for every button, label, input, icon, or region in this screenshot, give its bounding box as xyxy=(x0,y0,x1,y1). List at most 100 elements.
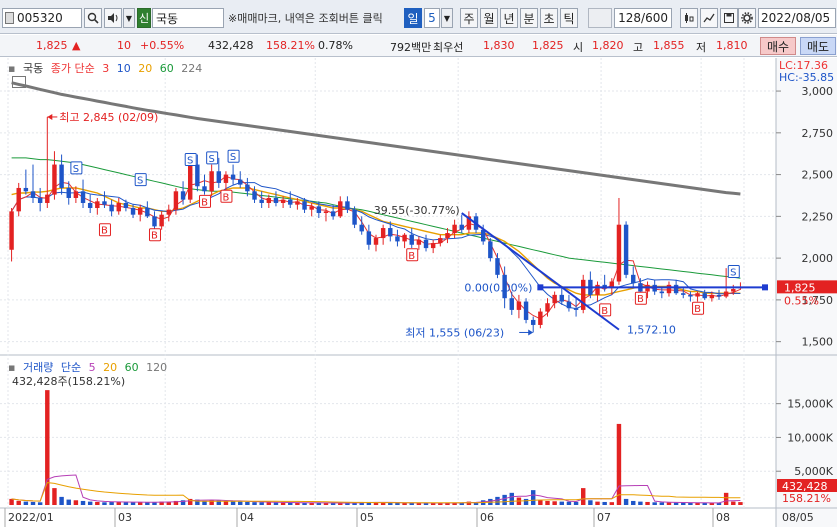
volume-bar xyxy=(638,501,643,505)
vol-ma120-label: 120 xyxy=(146,361,168,374)
change-amount: 10 xyxy=(117,39,131,52)
marker-letter: B xyxy=(408,251,415,262)
volume-bar xyxy=(581,488,586,505)
candle xyxy=(109,199,114,217)
candle xyxy=(130,204,136,219)
data-count-field[interactable]: 128/600 xyxy=(614,8,672,28)
candle xyxy=(59,154,64,195)
candle-body xyxy=(187,164,193,200)
candle-body xyxy=(130,208,136,215)
candle xyxy=(87,194,93,214)
collapse-icon[interactable]: ▪ xyxy=(8,62,16,75)
candle-body xyxy=(673,284,679,294)
period-count-input[interactable]: 5 xyxy=(424,8,440,28)
search-button[interactable] xyxy=(84,8,102,28)
candle xyxy=(566,294,572,312)
period-week-button[interactable]: 주 xyxy=(460,8,478,28)
marker-box xyxy=(634,291,647,305)
period-day-button[interactable]: 일 xyxy=(404,8,422,28)
settings-button[interactable] xyxy=(738,8,756,28)
candle-body xyxy=(309,206,314,210)
buy-button[interactable]: 매수 xyxy=(760,37,796,55)
candle-body xyxy=(23,187,29,192)
best-ask: 1,830 xyxy=(483,39,515,52)
period-minute-button[interactable]: 분 xyxy=(520,8,538,28)
high-annotation: 최고 2,845 (02/09) xyxy=(59,111,158,124)
candle-body xyxy=(302,201,307,210)
stock-code-input[interactable]: 005320 xyxy=(2,8,82,28)
chart-area[interactable]: S B S B S B S B S B B B B S 최고 2,845 (02/09) 최저 1,555 (… xyxy=(0,58,837,527)
candle xyxy=(102,191,107,208)
table-icon[interactable] xyxy=(12,76,26,88)
candle-body xyxy=(166,209,171,215)
candle-body xyxy=(116,202,121,212)
candle-body xyxy=(37,197,43,203)
volume-bar xyxy=(102,502,107,505)
period-second-button[interactable]: 초 xyxy=(540,8,558,28)
chart-type-button[interactable] xyxy=(680,8,698,28)
candle-body xyxy=(366,231,372,245)
stock-name-field[interactable]: 국동 xyxy=(152,8,224,28)
price-tick-label: 2,500 xyxy=(802,169,834,182)
low-label: 저 xyxy=(696,41,707,54)
draw-tool-button[interactable] xyxy=(700,8,718,28)
price-tick-label: 2,750 xyxy=(802,127,834,140)
candle xyxy=(223,171,229,192)
volume-bar xyxy=(245,501,250,505)
sell-marker: S xyxy=(134,173,147,187)
period-month-button[interactable]: 월 xyxy=(480,8,498,28)
candle-body xyxy=(238,179,243,185)
period-year-button[interactable]: 년 xyxy=(500,8,518,28)
candle xyxy=(216,157,222,188)
volume-bar xyxy=(359,502,364,505)
interval-input[interactable] xyxy=(588,8,612,28)
candle-body xyxy=(87,202,93,208)
candle xyxy=(238,171,243,188)
volume-bar xyxy=(330,503,336,505)
volume-bar xyxy=(23,501,29,505)
volume-bar xyxy=(152,501,157,505)
volume-bar xyxy=(523,498,529,505)
settings-icon xyxy=(741,12,753,24)
sell-button[interactable]: 매도 xyxy=(800,37,836,55)
date-input[interactable]: 2022/08/05 xyxy=(758,8,836,28)
volume-bar xyxy=(145,502,150,505)
hc-value: HC:-35.85 xyxy=(779,71,835,84)
trend-line xyxy=(461,212,620,331)
candle-body xyxy=(259,199,264,203)
sell-marker: S xyxy=(227,149,240,163)
volume-bar xyxy=(280,502,286,505)
volume-bar xyxy=(87,501,93,505)
candle xyxy=(416,236,422,250)
candle xyxy=(395,229,400,247)
candle-body xyxy=(273,197,279,203)
candle xyxy=(166,204,171,222)
candle xyxy=(338,196,343,219)
candle xyxy=(681,288,686,299)
candle xyxy=(266,194,272,208)
volume-collapse-icon[interactable]: ▪ xyxy=(8,361,16,374)
axes: 3,000 2,750 2,500 2,250 2,000 1,750 1,500 2022/… xyxy=(4,85,837,527)
volume-bar xyxy=(52,488,57,505)
speaker-button[interactable] xyxy=(104,8,122,28)
candle xyxy=(288,191,293,208)
candle-body xyxy=(581,279,586,310)
candle xyxy=(373,234,379,252)
candle xyxy=(631,266,636,289)
marker-letter: B xyxy=(694,304,701,315)
volume-bar xyxy=(588,500,593,505)
candle-body xyxy=(80,191,86,203)
period-tick-button[interactable]: 틱 xyxy=(560,8,578,28)
period-count-dropdown[interactable]: ▼ xyxy=(441,8,453,28)
save-button[interactable] xyxy=(720,8,738,28)
volume-bar xyxy=(166,501,171,505)
ma224-label: 224 xyxy=(181,62,203,75)
hline-handle-right xyxy=(762,284,768,291)
speaker-dropdown[interactable]: ▼ xyxy=(123,8,135,28)
chart-canvas[interactable]: S B S B S B S B S B B B B S 최고 2,845 (02/09) 최저 1,555 (… xyxy=(0,58,837,527)
buy-marker: B xyxy=(98,223,111,237)
candle xyxy=(37,187,43,212)
candle xyxy=(623,221,629,279)
candle-body xyxy=(509,298,514,310)
candle xyxy=(180,181,186,205)
